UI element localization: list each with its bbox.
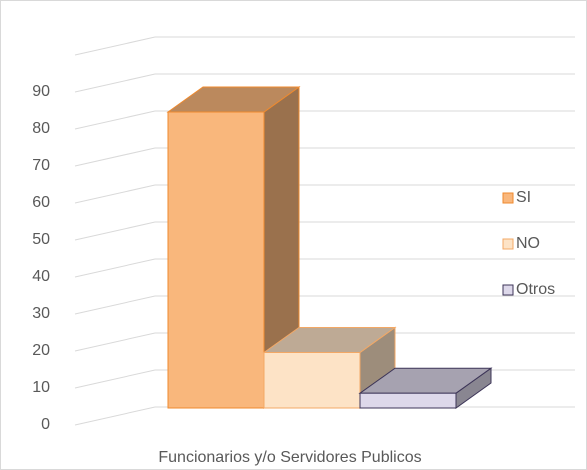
y-tick-label: 90 (32, 83, 50, 100)
bar (167, 111, 265, 409)
legend-label: NO (516, 235, 540, 252)
grid-line (74, 36, 575, 56)
x-category-label: Funcionarios y/o Servidores Publicos (158, 449, 421, 466)
y-tick-label: 0 (41, 416, 50, 433)
grid-line (74, 110, 575, 130)
legend-label: Otros (516, 281, 555, 298)
y-tick-label: 20 (32, 342, 50, 359)
y-tick-label: 60 (32, 194, 50, 211)
grid-line (74, 184, 575, 204)
grid-line (74, 258, 575, 278)
bar (263, 352, 361, 409)
y-tick-label: 10 (32, 379, 50, 396)
legend-label: SI (516, 189, 531, 206)
y-tick-label: 40 (32, 268, 50, 285)
legend-swatch (502, 238, 514, 250)
grid-line (74, 221, 575, 241)
legend-swatch (502, 284, 514, 296)
grid-line (74, 147, 575, 167)
y-tick-label: 30 (32, 305, 50, 322)
grid-line (74, 73, 575, 93)
y-tick-label: 70 (32, 157, 50, 174)
bar (359, 392, 457, 409)
legend-swatch (502, 192, 514, 204)
grid-line (74, 295, 575, 315)
y-tick-label: 80 (32, 120, 50, 137)
grid-line (74, 332, 575, 352)
y-tick-label: 50 (32, 231, 50, 248)
